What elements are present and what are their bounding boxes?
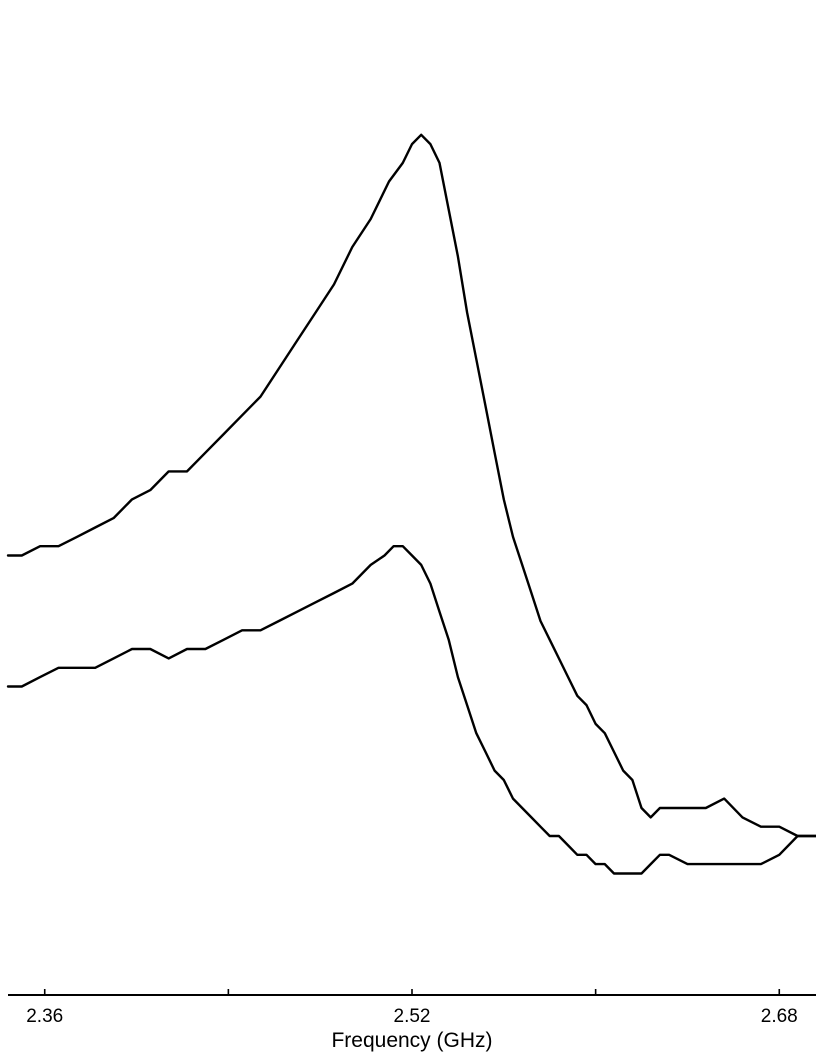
x-tick-label: 2.68 <box>761 1006 798 1027</box>
series-line-1 <box>6 133 816 838</box>
x-axis-ticks: 2.36 2.52 2.68 <box>26 989 798 1027</box>
x-tick-label: 2.52 <box>394 1006 431 1027</box>
series-layer <box>6 133 816 875</box>
series-line-2 <box>6 545 816 875</box>
x-axis-label: Frequency (GHz) <box>331 1029 492 1052</box>
x-tick-label: 2.36 <box>26 1006 63 1027</box>
